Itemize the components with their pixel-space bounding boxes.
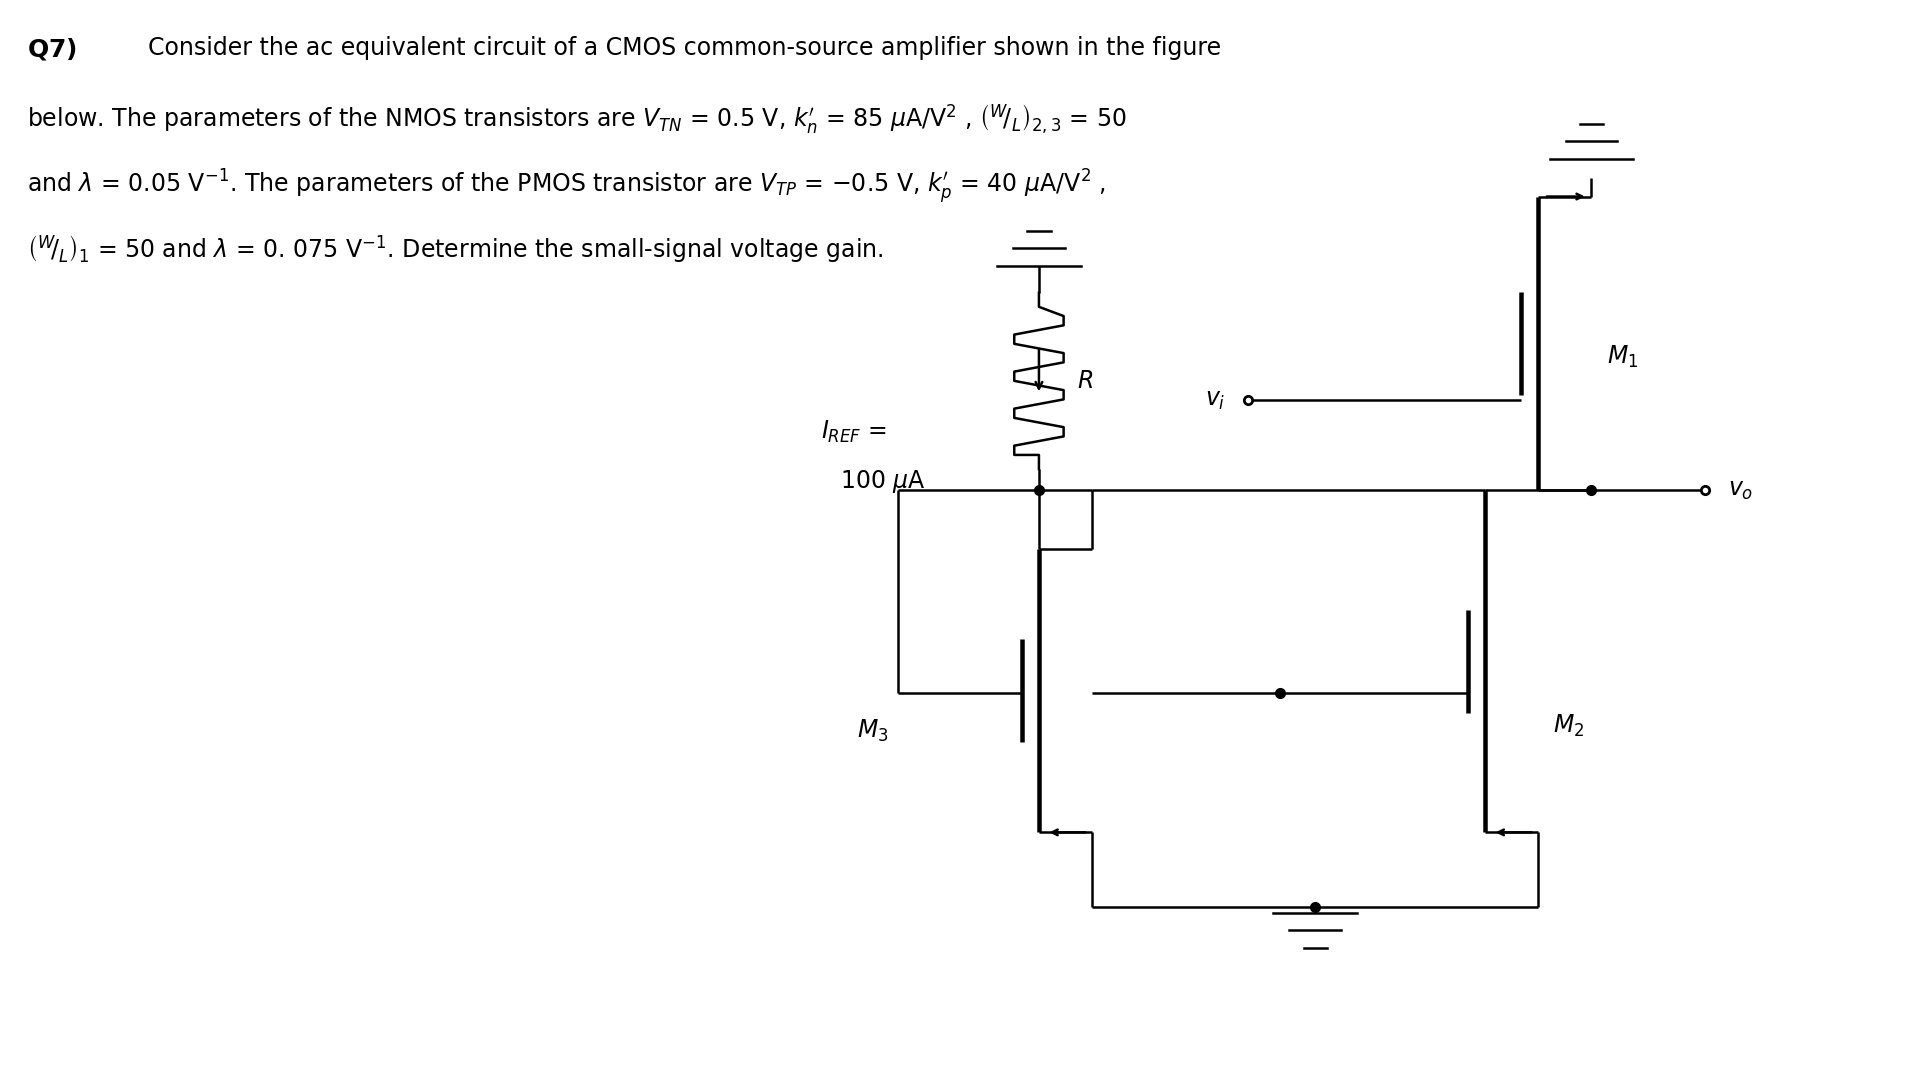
Text: $M_3$: $M_3$ — [858, 717, 889, 744]
Text: $v_i$: $v_i$ — [1205, 388, 1224, 411]
Text: $\mathbf{Q7)}$: $\mathbf{Q7)}$ — [27, 37, 76, 62]
Text: $v_o$: $v_o$ — [1728, 478, 1753, 502]
Text: Consider the ac equivalent circuit of a CMOS common-source amplifier shown in th: Consider the ac equivalent circuit of a … — [149, 37, 1222, 60]
Text: $M_2$: $M_2$ — [1554, 712, 1585, 739]
Text: $M_1$: $M_1$ — [1606, 344, 1638, 369]
Text: $I_{REF}$ =: $I_{REF}$ = — [820, 419, 887, 445]
Text: 100 $\mu$A: 100 $\mu$A — [839, 468, 925, 495]
Text: and $\lambda$ = 0.05 V$^{-1}$. The parameters of the PMOS transistor are $V_{TP}: and $\lambda$ = 0.05 V$^{-1}$. The param… — [27, 168, 1106, 207]
Text: $\left(^W\!/_L\right)_1$ = 50 and $\lambda$ = 0. 075 V$^{-1}$. Determine the sma: $\left(^W\!/_L\right)_1$ = 50 and $\lamb… — [27, 233, 883, 265]
Text: $R$: $R$ — [1077, 368, 1093, 393]
Text: below. The parameters of the NMOS transistors are $V_{TN}$ = 0.5 V, $k_n^{\prime: below. The parameters of the NMOS transi… — [27, 102, 1127, 137]
